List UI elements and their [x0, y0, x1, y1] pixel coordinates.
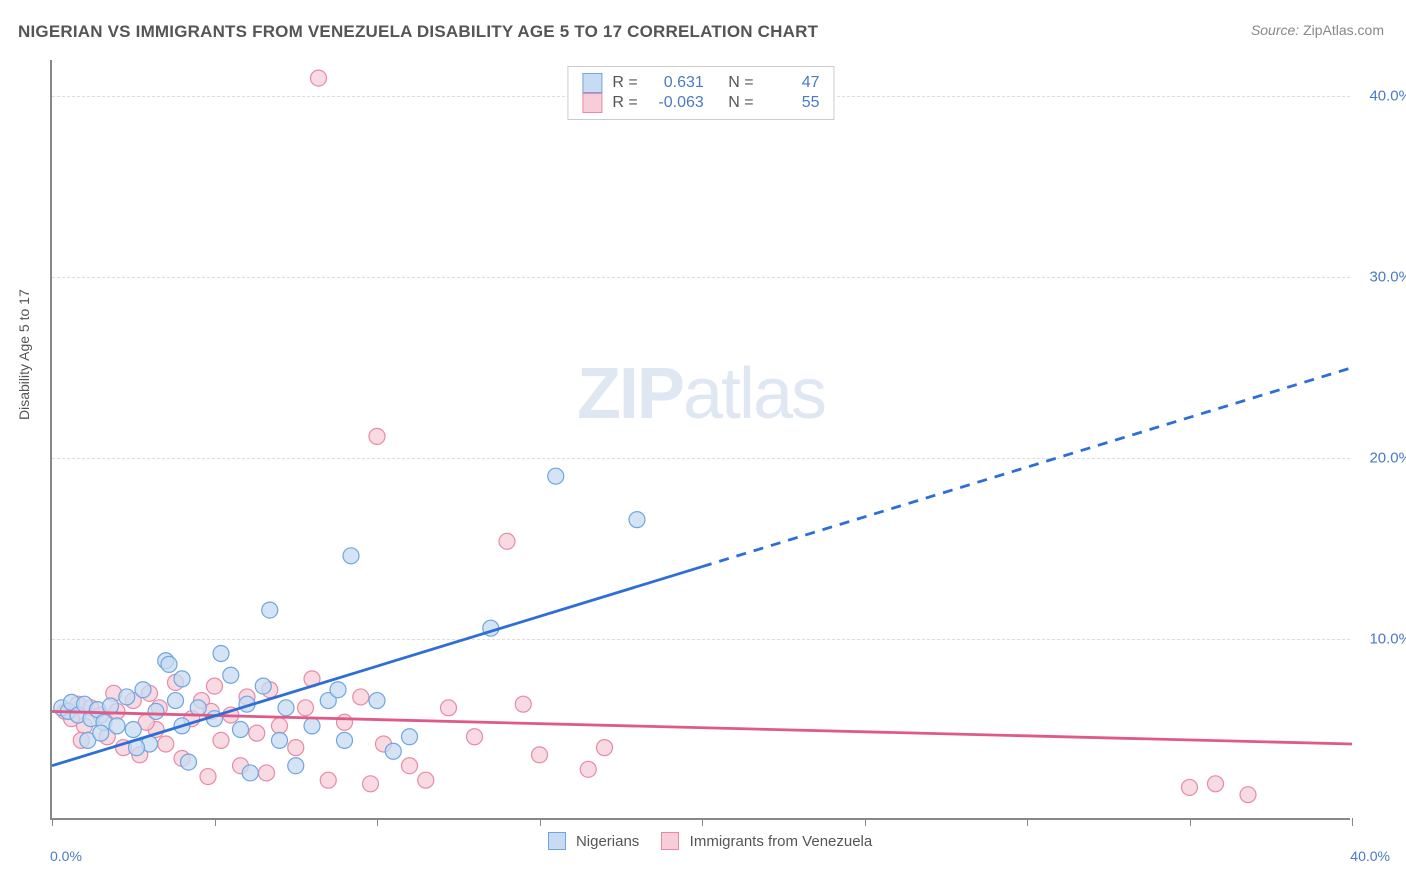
- bottom-swatch-venezuela: [661, 832, 679, 850]
- bottom-swatch-nigerians: [548, 832, 566, 850]
- plot-area: ZIPatlas 10.0%20.0%30.0%40.0% R = 0.631 …: [50, 60, 1350, 820]
- swatch-nigerians: [582, 73, 602, 93]
- y-tick-label: 40.0%: [1369, 88, 1406, 105]
- r-label-venezuela: R =: [612, 94, 637, 112]
- n-label-venezuela: N =: [728, 94, 753, 112]
- bottom-label-nigerians: Nigerians: [576, 833, 639, 850]
- source-value: ZipAtlas.com: [1303, 22, 1384, 38]
- swatch-venezuela: [582, 93, 602, 113]
- stats-row-nigerians: R = 0.631 N = 47: [582, 73, 819, 93]
- source-attribution: Source: ZipAtlas.com: [1251, 22, 1384, 38]
- r-value-venezuela: -0.063: [648, 94, 704, 112]
- chart-svg: [52, 60, 1350, 818]
- y-tick-label: 20.0%: [1369, 450, 1406, 467]
- x-tick-label-right: 40.0%: [1350, 848, 1390, 864]
- r-label-nigerians: R =: [612, 74, 637, 92]
- y-tick-label: 30.0%: [1369, 269, 1406, 286]
- y-tick-label: 10.0%: [1369, 631, 1406, 648]
- n-value-nigerians: 47: [764, 74, 820, 92]
- n-label-nigerians: N =: [728, 74, 753, 92]
- y-axis-label: Disability Age 5 to 17: [16, 289, 32, 420]
- stats-legend: R = 0.631 N = 47 R = -0.063 N = 55: [567, 66, 834, 120]
- source-label: Source:: [1251, 22, 1299, 38]
- stats-row-venezuela: R = -0.063 N = 55: [582, 93, 819, 113]
- n-value-venezuela: 55: [764, 94, 820, 112]
- r-value-nigerians: 0.631: [648, 74, 704, 92]
- chart-title: NIGERIAN VS IMMIGRANTS FROM VENEZUELA DI…: [18, 22, 818, 42]
- x-tick-label-left: 0.0%: [50, 848, 82, 864]
- bottom-label-venezuela: Immigrants from Venezuela: [690, 833, 873, 850]
- bottom-legend: Nigerians Immigrants from Venezuela: [52, 832, 1350, 850]
